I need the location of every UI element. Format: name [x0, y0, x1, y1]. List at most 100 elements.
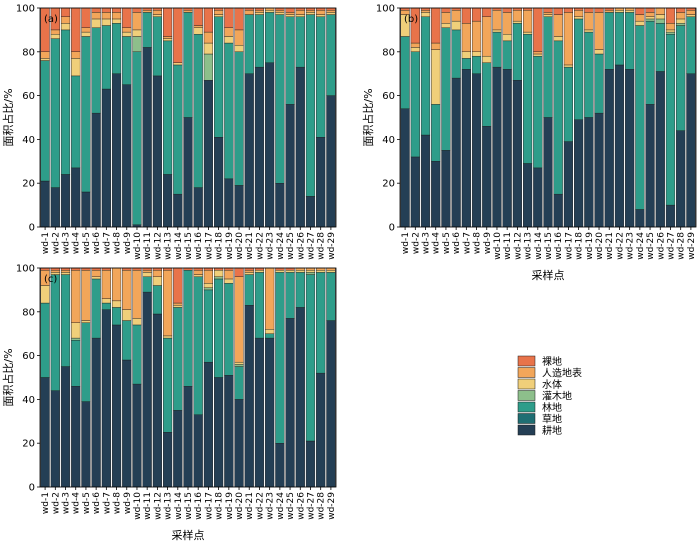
- bar-segment-wd-16-2: [553, 40, 563, 195]
- bar-segment-wd-21-2: [244, 14, 254, 74]
- bar-segment-wd-27-3: [665, 31, 676, 35]
- bar-segment-wd-17-4: [203, 283, 214, 288]
- bar-segment-wd-28-6: [676, 7, 686, 13]
- bar-segment-wd-10-0: [492, 66, 502, 228]
- bar-segment-wd-19-4: [224, 278, 234, 284]
- bar-segment-wd-19-0: [584, 117, 594, 228]
- bar-segment-wd-26-0: [655, 71, 665, 228]
- bar-segment-wd-15-5: [183, 9, 193, 13]
- bar-segment-wd-27-4: [665, 29, 676, 33]
- bar-segment-wd-26-2: [295, 16, 305, 68]
- bar-segment-wd-21-4: [244, 272, 254, 275]
- bar-segment-wd-20-2: [234, 366, 244, 400]
- legend-label: 耕地: [542, 424, 562, 437]
- bars: [40, 267, 336, 488]
- y-tick-label: 80: [382, 47, 395, 58]
- bar-segment-wd-5-5: [81, 269, 91, 321]
- bar-segment-wd-19-6: [584, 7, 594, 13]
- bar-segment-wd-29-5: [326, 9, 336, 13]
- x-tick-label-wd-12: wd-12: [513, 232, 523, 260]
- bar-segment-wd-9-0: [122, 359, 132, 488]
- x-tick-label-wd-25: wd-25: [646, 232, 656, 260]
- bar-segment-wd-10-5: [132, 12, 142, 31]
- bar-segment-wd-16-2: [193, 276, 203, 415]
- x-tick-label-wd-16: wd-16: [194, 492, 204, 520]
- bar-segment-wd-19-6: [224, 7, 234, 28]
- bar-segment-wd-5-2: [81, 322, 91, 402]
- bar-segment-wd-17-3: [203, 53, 214, 81]
- y-tick-label: 100: [16, 264, 35, 275]
- bar-segment-wd-8-4: [111, 300, 122, 308]
- bar-segment-wd-17-0: [203, 361, 214, 488]
- x-tick-label-wd-1: wd-1: [41, 232, 51, 254]
- bar-segment-wd-13-0: [523, 163, 533, 228]
- bar-segment-wd-9-2: [122, 36, 132, 85]
- x-tick-label-wd-11: wd-11: [503, 232, 513, 260]
- x-tick-label-wd-6: wd-6: [92, 492, 102, 514]
- bar-segment-wd-17-6: [563, 7, 574, 13]
- x-tick-label-wd-8: wd-8: [113, 492, 123, 514]
- bar-segment-wd-23-4: [625, 9, 635, 13]
- bar-segment-wd-1-2: [40, 302, 50, 378]
- y-tick-label: 40: [382, 135, 395, 146]
- bar-segment-wd-29-2: [326, 272, 336, 321]
- bar-segment-wd-21-0: [604, 69, 614, 228]
- bar-segment-wd-20-6: [234, 267, 244, 277]
- x-tick-label-wd-19: wd-19: [225, 492, 235, 520]
- bar-segment-wd-22-4: [254, 269, 265, 273]
- bar-segment-wd-13-6: [162, 7, 173, 37]
- bar-segment-wd-18-2: [574, 18, 584, 120]
- bar-segment-wd-16-6: [193, 7, 203, 26]
- bar-segment-wd-17-5: [203, 269, 214, 284]
- bar-segment-wd-17-6: [203, 7, 214, 33]
- bar-segment-wd-4-3: [71, 337, 81, 341]
- bar-segment-wd-25-2: [645, 20, 655, 105]
- bar-segment-wd-18-5: [574, 9, 584, 17]
- bar-segment-wd-4-0: [71, 386, 81, 488]
- x-tick-label-wd-1: wd-1: [41, 492, 51, 514]
- y-tick-label: 80: [22, 47, 35, 58]
- bar-segment-wd-6-6: [91, 7, 101, 13]
- bar-segment-wd-20-6: [234, 7, 244, 31]
- bar-segment-wd-17-4: [203, 42, 214, 55]
- bar-segment-wd-21-0: [244, 73, 254, 228]
- bar-segment-wd-28-5: [676, 12, 686, 20]
- bar-segment-wd-24-2: [275, 14, 285, 184]
- x-tick-label-wd-13: wd-13: [164, 492, 174, 520]
- y-tick-label: 100: [16, 4, 35, 15]
- bar-segment-wd-28-4: [676, 18, 686, 24]
- bar-segment-wd-16-4: [553, 36, 563, 42]
- bar-segment-wd-12-0: [512, 80, 522, 228]
- bar-segment-wd-29-0: [326, 320, 336, 488]
- bar-segment-wd-8-2: [111, 23, 122, 74]
- bar-segment-wd-14-0: [533, 167, 543, 228]
- bar-segment-wd-4-5: [71, 51, 81, 59]
- bar-segment-wd-11-0: [142, 291, 152, 488]
- x-tick-label-wd-6: wd-6: [92, 232, 102, 254]
- bar-segment-wd-13-5: [162, 36, 173, 39]
- bar-segment-wd-1-4: [40, 285, 50, 304]
- x-tick-label-wd-8: wd-8: [473, 232, 483, 254]
- bar-segment-wd-7-0: [461, 69, 471, 228]
- bar-segment-wd-27-5: [665, 23, 676, 31]
- bar-segment-wd-8-5: [111, 267, 122, 302]
- bar-segment-wd-7-6: [101, 7, 111, 13]
- bar-segment-wd-7-6: [461, 7, 471, 24]
- bar-segment-wd-18-4: [574, 16, 584, 20]
- x-axis-label: 采样点: [172, 528, 205, 541]
- x-tick-label-wd-25: wd-25: [286, 492, 296, 520]
- x-tick-label-wd-4: wd-4: [432, 232, 442, 254]
- bar-segment-wd-19-5: [224, 269, 234, 280]
- bar-segment-wd-21-5: [244, 269, 254, 273]
- x-tick-label-wd-21: wd-21: [245, 232, 255, 260]
- x-tick-label-wd-9: wd-9: [123, 492, 133, 514]
- x-tick-label-wd-18: wd-18: [215, 492, 225, 520]
- bar-segment-wd-9-5: [482, 16, 492, 57]
- bar-segment-wd-16-4: [193, 27, 203, 35]
- bar-segment-wd-27-4: [305, 12, 316, 15]
- bar-segment-wd-13-5: [523, 9, 533, 33]
- bar-segment-wd-1-0: [40, 377, 50, 488]
- bar-segment-wd-29-0: [686, 73, 696, 228]
- bar-segment-wd-15-5: [543, 12, 553, 15]
